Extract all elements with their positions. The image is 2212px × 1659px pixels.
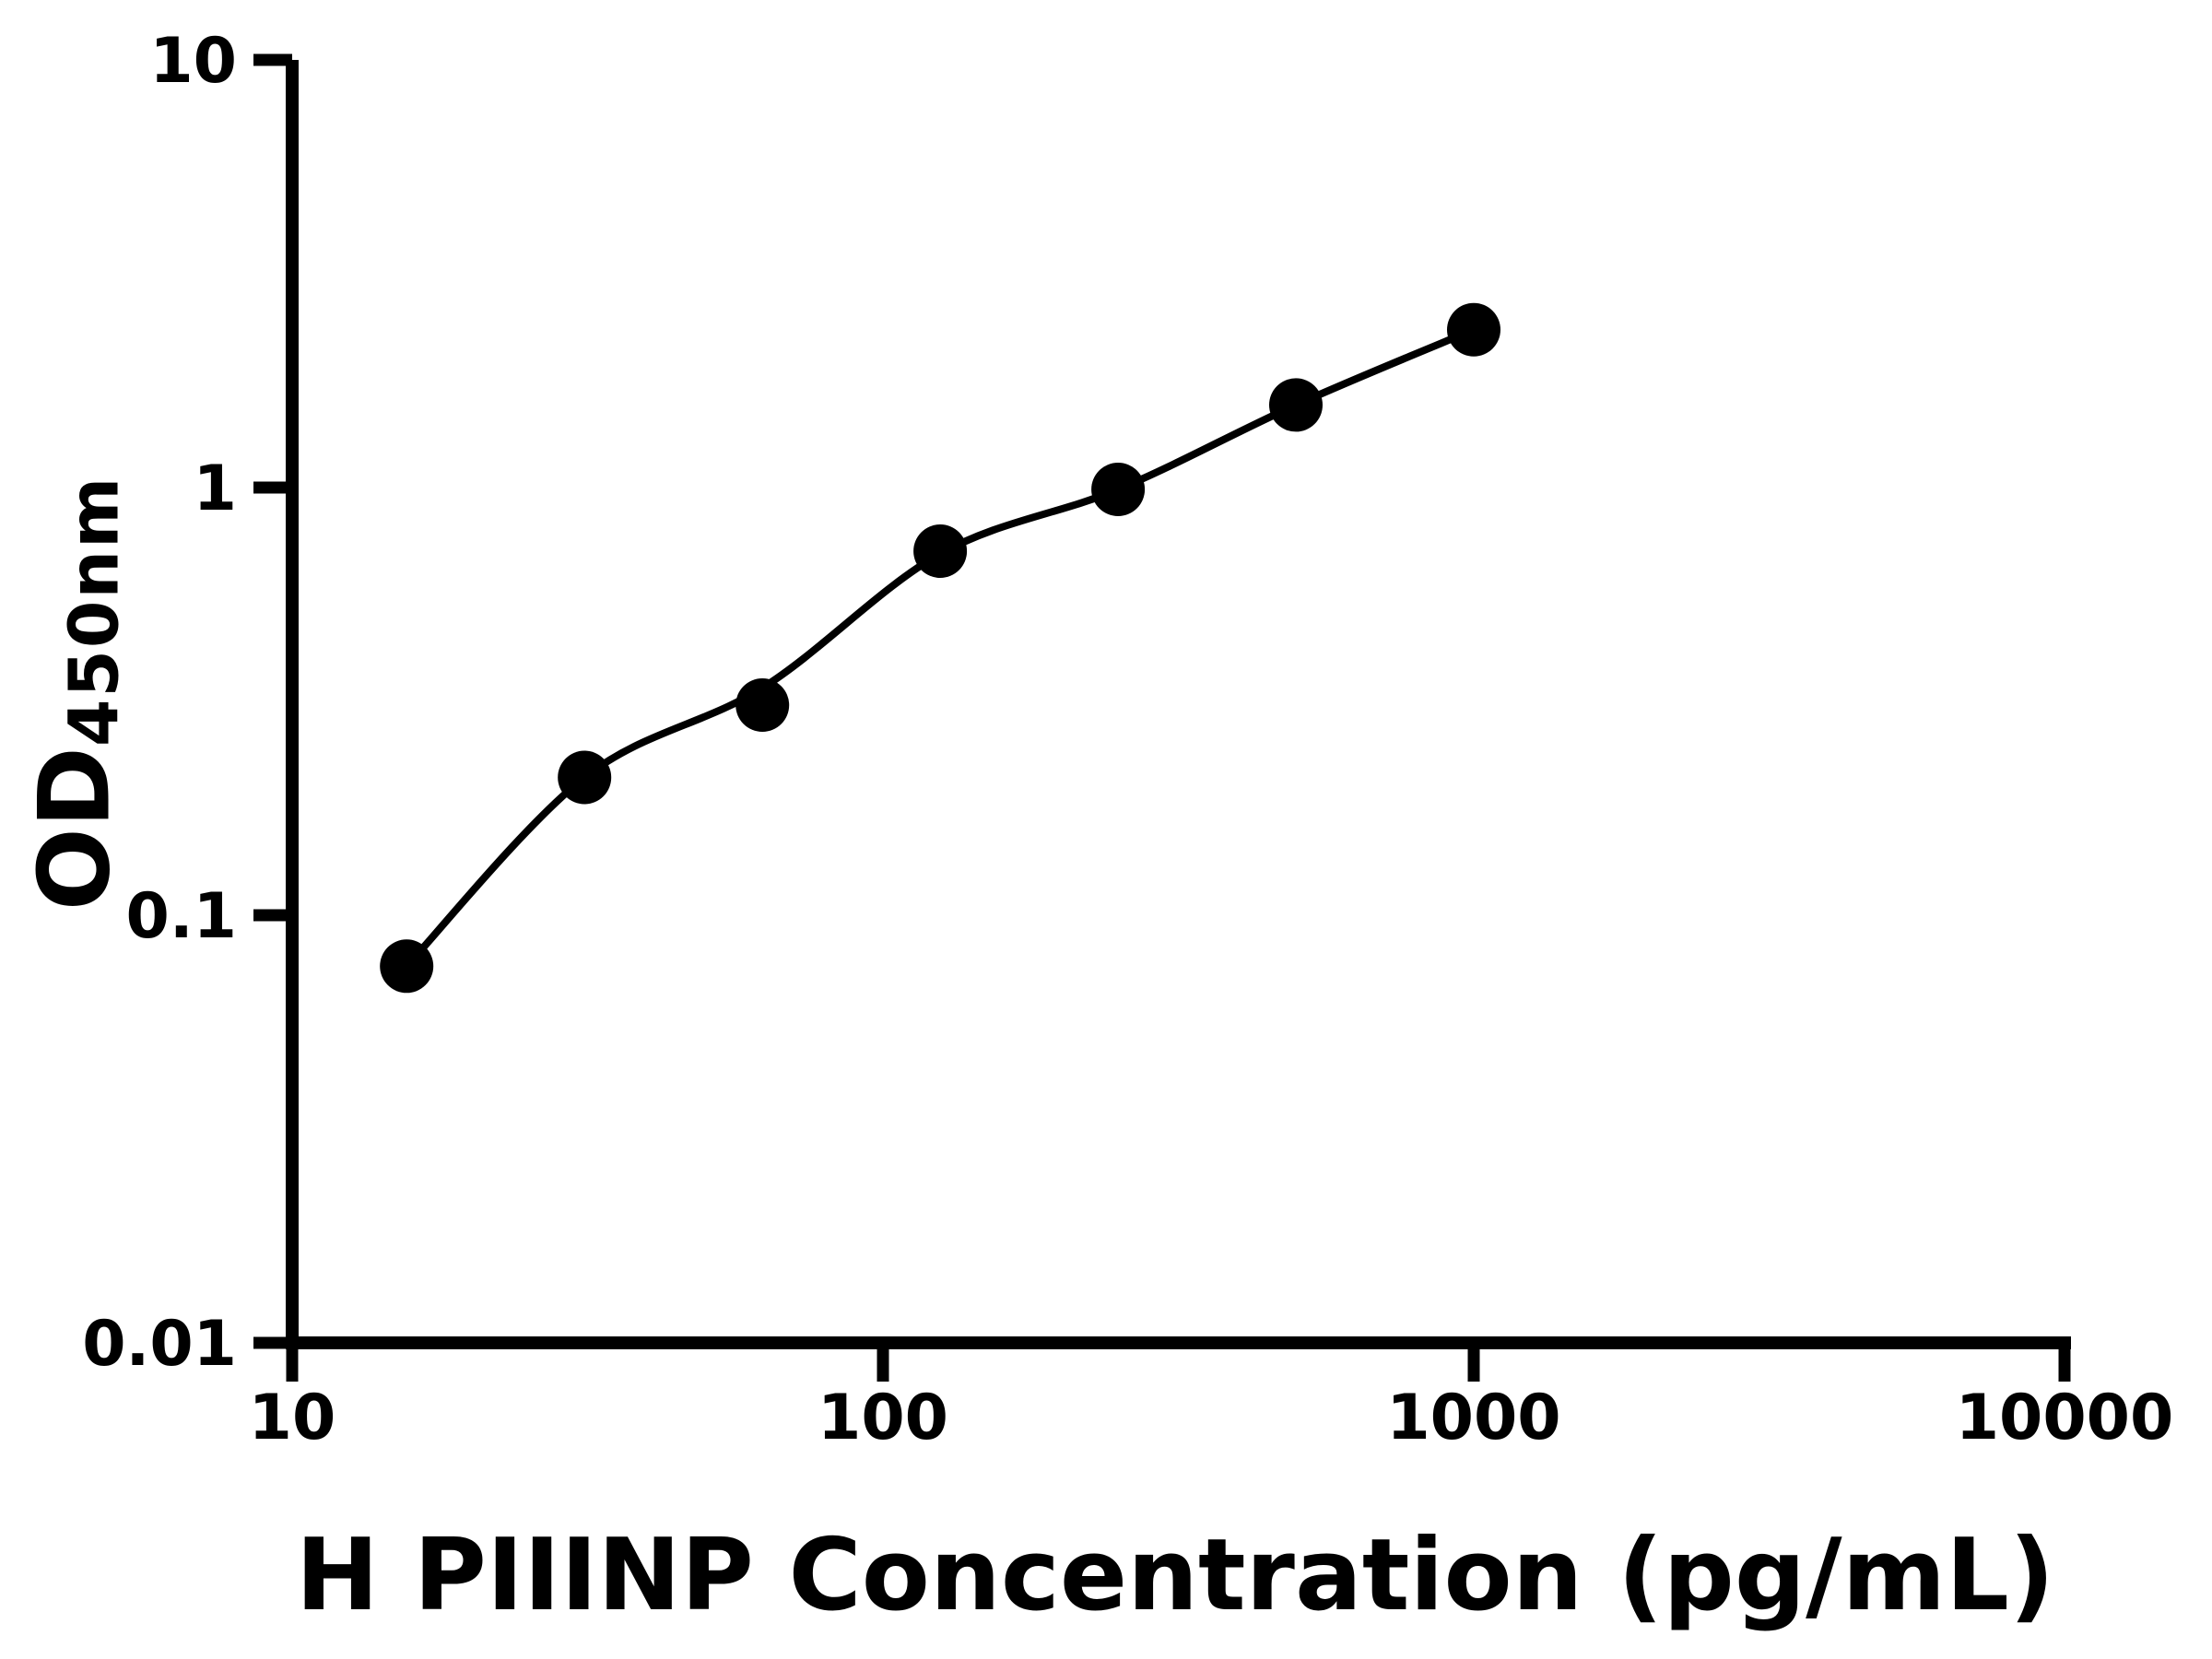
x-tick-label: 10000 [1956,1382,2174,1454]
x-tick-label: 10 [249,1382,336,1454]
data-point-2 [558,750,612,805]
data-point-5 [1091,463,1146,516]
x-axis-title: H PIIINP Concentration (pg/mL) [295,1518,2055,1633]
y-tick-label: 0.01 [82,1308,237,1381]
y-tick-label: 10 [149,25,237,98]
data-point-3 [735,678,790,732]
y-axis-title: OD450nm [18,476,135,911]
fit-curve-line [403,325,1477,971]
y-tick-label: 0.1 [126,880,237,953]
data-point-7 [1447,302,1500,357]
y-axis-title-main: OD [18,747,132,912]
x-tick-label: 100 [818,1382,948,1454]
y-tick-label: 1 [194,453,237,525]
data-point-6 [1269,378,1323,432]
x-tick-label: 1000 [1386,1382,1560,1454]
y-axis-title-subscript: 450nm [54,475,135,747]
data-point-1 [380,939,434,994]
data-point-4 [913,524,968,578]
